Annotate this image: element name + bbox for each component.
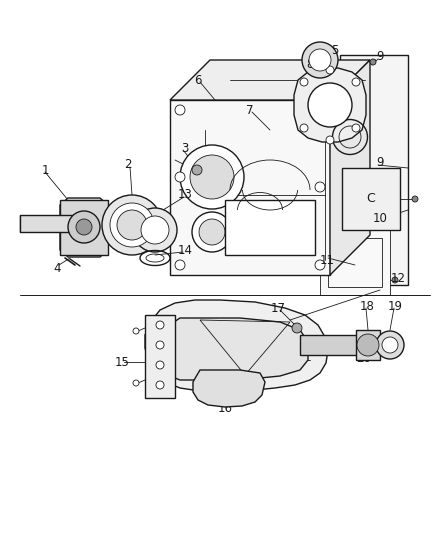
Text: 6: 6 <box>194 74 202 86</box>
Polygon shape <box>60 200 108 255</box>
Text: 16: 16 <box>218 401 233 415</box>
Circle shape <box>190 155 234 199</box>
Circle shape <box>357 334 379 356</box>
Circle shape <box>110 203 154 247</box>
Text: 2: 2 <box>124 158 132 172</box>
Polygon shape <box>330 60 370 275</box>
Polygon shape <box>193 370 265 407</box>
Circle shape <box>382 337 398 353</box>
Text: 9: 9 <box>376 157 384 169</box>
Circle shape <box>141 216 169 244</box>
Circle shape <box>376 331 404 359</box>
Circle shape <box>326 136 334 144</box>
Circle shape <box>133 328 139 334</box>
Text: 3: 3 <box>181 141 189 155</box>
Circle shape <box>156 361 164 369</box>
Circle shape <box>156 381 164 389</box>
Text: 17: 17 <box>271 302 286 314</box>
Text: 18: 18 <box>360 300 374 312</box>
Text: 8: 8 <box>306 59 314 71</box>
Circle shape <box>133 208 177 252</box>
Circle shape <box>302 42 338 78</box>
Polygon shape <box>170 60 370 100</box>
Polygon shape <box>145 300 328 392</box>
Polygon shape <box>60 198 108 257</box>
Text: 14: 14 <box>177 244 192 256</box>
Polygon shape <box>225 200 315 255</box>
Circle shape <box>156 321 164 329</box>
Circle shape <box>133 380 139 386</box>
Circle shape <box>102 195 162 255</box>
Circle shape <box>156 341 164 349</box>
Polygon shape <box>170 100 330 275</box>
Circle shape <box>180 145 244 209</box>
Circle shape <box>199 219 225 245</box>
Circle shape <box>292 323 302 333</box>
Circle shape <box>315 105 325 115</box>
Circle shape <box>392 277 398 283</box>
Circle shape <box>300 124 308 132</box>
Circle shape <box>412 196 418 202</box>
Polygon shape <box>294 68 366 142</box>
Text: C: C <box>367 192 375 206</box>
Circle shape <box>315 260 325 270</box>
Circle shape <box>175 172 185 182</box>
Circle shape <box>308 83 352 127</box>
Text: 15: 15 <box>115 357 130 369</box>
Circle shape <box>175 260 185 270</box>
Text: 7: 7 <box>246 103 254 117</box>
Circle shape <box>192 165 202 175</box>
Text: 20: 20 <box>357 351 371 365</box>
Circle shape <box>315 182 325 192</box>
Polygon shape <box>340 55 408 285</box>
Circle shape <box>326 66 334 74</box>
Text: 13: 13 <box>177 189 192 201</box>
Text: 10: 10 <box>373 212 388 224</box>
Circle shape <box>300 78 308 86</box>
Text: 11: 11 <box>319 254 335 266</box>
Circle shape <box>352 78 360 86</box>
Text: 9: 9 <box>376 51 384 63</box>
Polygon shape <box>356 330 380 360</box>
Polygon shape <box>342 168 400 230</box>
Circle shape <box>117 210 147 240</box>
Circle shape <box>76 219 92 235</box>
Circle shape <box>175 105 185 115</box>
Polygon shape <box>20 215 90 232</box>
Circle shape <box>192 212 232 252</box>
Text: 1: 1 <box>41 164 49 176</box>
Text: 19: 19 <box>388 300 403 312</box>
Circle shape <box>370 59 376 65</box>
Polygon shape <box>300 335 360 355</box>
Text: 5: 5 <box>331 44 339 56</box>
Text: 12: 12 <box>391 271 406 285</box>
Circle shape <box>352 124 360 132</box>
Circle shape <box>68 211 100 243</box>
Polygon shape <box>320 230 390 295</box>
Polygon shape <box>145 315 175 398</box>
Polygon shape <box>155 318 308 380</box>
Text: 4: 4 <box>53 262 61 274</box>
Circle shape <box>309 49 331 71</box>
